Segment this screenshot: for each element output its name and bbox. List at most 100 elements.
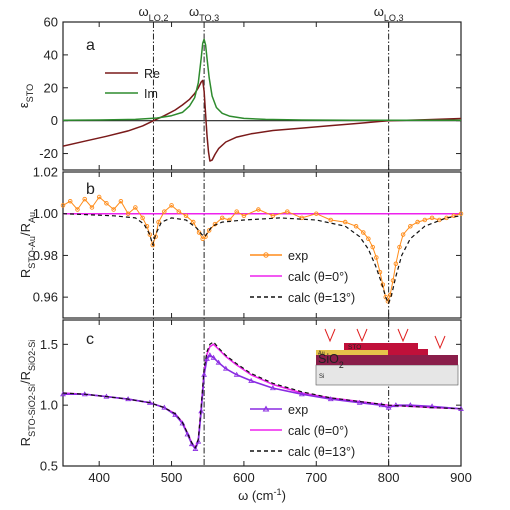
panel-b-series-exp-point bbox=[147, 232, 153, 237]
panel-b-series-exp-point bbox=[206, 228, 212, 233]
vline-label-0: ωLO,2 bbox=[139, 4, 169, 23]
panel-b-ylabel-group: RSTO-Au/RAu bbox=[18, 212, 37, 278]
panel-b-series-exp-point bbox=[89, 205, 95, 210]
panel-b-series-exp-point bbox=[111, 207, 116, 212]
panel-b-series-exp-point bbox=[370, 244, 375, 250]
panel-a-ytick-label: -20 bbox=[39, 146, 58, 161]
legend-a-label-1: Im bbox=[144, 87, 158, 101]
panel-c-xtick-label: 800 bbox=[378, 470, 400, 485]
panel-b-series-exp-point bbox=[328, 217, 333, 223]
inset-sto-layer bbox=[344, 343, 428, 355]
legend-b-label-2: calc (θ=13°) bbox=[288, 291, 355, 305]
panel-b-series-exp-point bbox=[451, 213, 457, 219]
panel-b-series-exp-point bbox=[397, 244, 402, 250]
panel-b-ytick-label: 1.00 bbox=[33, 206, 58, 221]
panel-b-series-exp-point bbox=[67, 198, 73, 204]
legend-b-label-1: calc (θ=0°) bbox=[288, 270, 348, 284]
legend-c-label-0: exp bbox=[288, 403, 308, 417]
panel-c-series-exp-point bbox=[233, 371, 240, 377]
inset-ray-0 bbox=[324, 328, 336, 343]
panel-b-series-exp-point bbox=[408, 223, 413, 229]
panel-b-series-exp-point bbox=[153, 234, 158, 239]
panel-b-ytick-label: 0.96 bbox=[33, 290, 58, 305]
inset-sio2-layer bbox=[316, 355, 458, 365]
panel-c-xtick-label: 500 bbox=[161, 470, 183, 485]
panel-c-ylabel: RSTO-SiO2-Si/RSiO2-Si bbox=[18, 340, 37, 447]
inset-ray-1 bbox=[356, 328, 368, 343]
panel-c-series-exp-point bbox=[60, 391, 66, 397]
panel-c-series-exp-point bbox=[172, 411, 179, 417]
panel-a-letter: a bbox=[86, 37, 95, 54]
panel-c-series-exp-point bbox=[210, 354, 217, 360]
panel-a-ytick-label: 40 bbox=[44, 47, 58, 62]
panel-c-series-exp-point bbox=[184, 431, 191, 437]
panel-b-series-exp-point bbox=[125, 211, 131, 216]
inset-ray-2 bbox=[397, 328, 409, 343]
panel-a-ytick-label: 0 bbox=[51, 113, 58, 128]
panel-b-series-exp-point bbox=[60, 203, 66, 208]
panel-b-series-exp bbox=[63, 196, 461, 302]
panel-c-xtick-label: 600 bbox=[233, 470, 255, 485]
panel-b-series-exp-point bbox=[191, 219, 196, 225]
panel-c-series-exp-point bbox=[327, 396, 334, 402]
panel-b-series-exp-point bbox=[156, 219, 161, 225]
legend-a-label-0: Re bbox=[144, 67, 160, 81]
panel-c-series-exp-point bbox=[215, 359, 222, 365]
panel-b-series-exp-point bbox=[140, 215, 145, 221]
legend-b-marker bbox=[263, 252, 269, 258]
panel-b-series-exp-point bbox=[393, 261, 399, 267]
panel-b-series-exp-point bbox=[176, 209, 182, 214]
panel-c-series-exp-point bbox=[248, 377, 255, 383]
panel-b-series-exp-point bbox=[400, 232, 406, 237]
panel-b-series-exp-point bbox=[415, 219, 420, 225]
panel-c-ytick-label: 0.5 bbox=[40, 459, 58, 474]
panel-b-series-exp-point bbox=[285, 209, 290, 214]
panel-c-ytick-label: 1.5 bbox=[40, 337, 58, 352]
panel-c-series-exp bbox=[63, 354, 461, 450]
inset-si-layer bbox=[315, 364, 459, 386]
panel-b-series-exp-point bbox=[219, 215, 225, 221]
inset-ray-3 bbox=[434, 335, 446, 350]
panel-c-series-exp-point bbox=[269, 385, 276, 391]
panel-c-ytick-label: 1.0 bbox=[40, 398, 58, 413]
panel-b-series-exp-point bbox=[383, 294, 388, 300]
panel-b-series-exp-point bbox=[96, 194, 102, 200]
panel-a-ytick-label: 60 bbox=[44, 15, 58, 30]
panel-b-series-calc13 bbox=[63, 213, 461, 304]
panel-c-series-exp-point bbox=[222, 365, 229, 371]
panel-c-ylabel-group: RSTO-SiO2-Si/RSiO2-Si bbox=[18, 340, 37, 447]
panel-a-ylabel-group: εSTO bbox=[16, 84, 35, 108]
panel-c-series-exp-point bbox=[207, 352, 213, 358]
panel-b-series-exp-point bbox=[429, 215, 435, 221]
inset-au-label: Au bbox=[318, 351, 325, 357]
panel-c-xtick-label: 700 bbox=[305, 470, 327, 485]
panel-a-series-im bbox=[63, 38, 461, 122]
panel-c-series-exp-point bbox=[356, 399, 363, 405]
legend-c-label-1: calc (θ=0°) bbox=[288, 424, 348, 438]
panel-b-series-exp-point bbox=[241, 213, 247, 219]
panel-b-series-exp-point bbox=[104, 201, 109, 206]
panel-c-series-exp-point bbox=[298, 391, 305, 397]
panel-b-series-exp-point bbox=[342, 219, 348, 225]
panel-c-xtick-label: 400 bbox=[88, 470, 110, 485]
panel-b-series-exp-point bbox=[82, 196, 87, 202]
panel-b-series-exp-point bbox=[422, 217, 428, 223]
panel-a-frame bbox=[62, 21, 462, 171]
vline-label-1: ωTO,3 bbox=[189, 4, 219, 23]
panel-c-series-calc13 bbox=[63, 341, 461, 449]
panel-c-xtick-label: 900 bbox=[450, 470, 472, 485]
panel-b-ytick-label: 1.02 bbox=[33, 165, 58, 180]
panel-b-series-exp-point bbox=[133, 205, 138, 210]
panel-b-series-exp-point bbox=[270, 213, 276, 219]
panel-b-frame bbox=[62, 171, 462, 319]
panel-b-series-exp-point bbox=[353, 223, 359, 229]
panel-b-series-exp-point bbox=[169, 203, 174, 208]
panel-b-series-exp-point bbox=[458, 211, 464, 216]
panel-c-series-exp-point bbox=[179, 420, 186, 426]
panel-b-series-exp-point bbox=[234, 209, 239, 214]
panel-b-series-exp-point bbox=[75, 207, 80, 212]
panel-c-series-exp-point bbox=[385, 404, 392, 410]
panel-c-frame bbox=[62, 319, 462, 467]
inset-sio2-label: SiO2 bbox=[318, 352, 344, 370]
